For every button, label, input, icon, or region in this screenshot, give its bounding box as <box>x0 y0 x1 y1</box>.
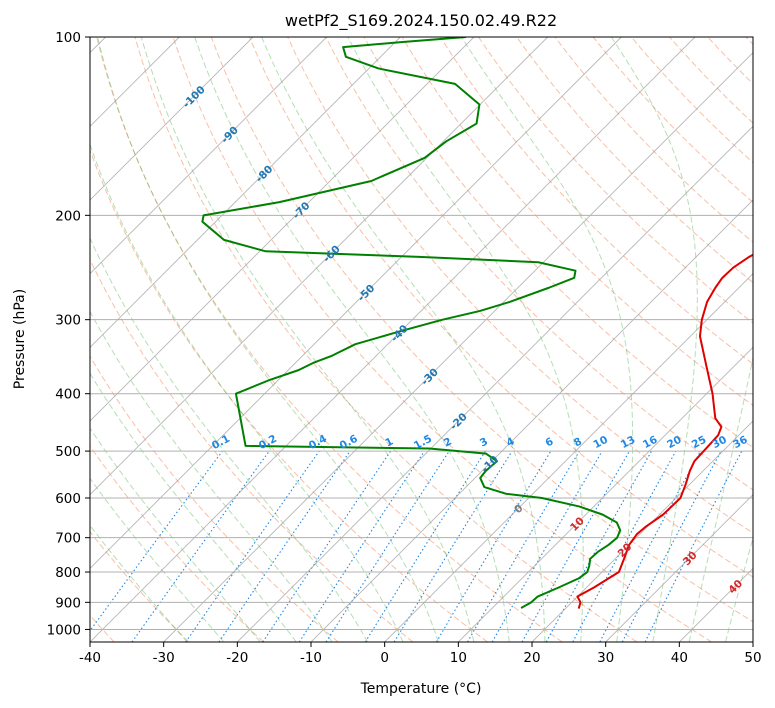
y-tick-label: 700 <box>55 531 81 547</box>
x-tick-label: -40 <box>79 650 101 666</box>
moist-adiabat <box>688 355 753 642</box>
sounding-profiles <box>201 37 753 609</box>
temperature-profile <box>576 253 753 609</box>
dry-adiabat <box>90 258 414 642</box>
isotherm-line <box>458 346 753 642</box>
y-tick-label: 200 <box>55 208 81 224</box>
isotherm-line <box>237 125 753 642</box>
dry-adiabat <box>90 148 488 642</box>
y-tick-label: 400 <box>55 387 81 403</box>
moist-adiabat <box>90 477 225 642</box>
plot-frame <box>89 36 754 643</box>
mixing-ratio-lines <box>90 450 743 642</box>
y-tick-label: 300 <box>55 313 81 329</box>
isotherm-line <box>90 37 475 422</box>
dewpoint-profile <box>201 37 622 609</box>
isotherm-line <box>90 37 548 496</box>
mixing-ratio-line <box>325 450 450 642</box>
isotherm-line <box>90 37 401 348</box>
isotherm-line <box>310 199 753 642</box>
dry-adiabat <box>249 37 753 578</box>
chart-title: wetPf2_S169.2024.150.02.49.R22 <box>285 11 557 31</box>
isotherm-line <box>90 37 254 201</box>
dry-adiabat <box>90 445 264 642</box>
x-tick-label: -10 <box>300 650 322 666</box>
isotherm-line <box>90 37 327 275</box>
moist-adiabat <box>90 143 404 642</box>
dry-adiabat <box>210 37 753 623</box>
mixing-ratio-line <box>218 450 351 642</box>
isotherms <box>90 37 753 642</box>
x-tick-label: -30 <box>153 650 175 666</box>
y-tick-label: 500 <box>55 444 81 460</box>
mixing-ratio-line <box>185 450 320 642</box>
x-tick-label: 30 <box>597 650 614 666</box>
mixing-ratio-line <box>521 450 630 642</box>
y-axis-label: Pressure (hPa) <box>12 289 28 389</box>
x-tick-label: 0 <box>380 650 389 666</box>
moist-adiabat <box>347 37 584 642</box>
isotherm-line <box>605 494 753 642</box>
isotherm-line <box>163 52 753 642</box>
isotherm-line <box>90 37 696 642</box>
x-tick-label: 50 <box>744 650 761 666</box>
y-tick-label: 100 <box>55 30 81 46</box>
mixing-ratio-line <box>572 450 677 642</box>
isotherm-line <box>384 273 753 642</box>
x-axis-label: Temperature (°C) <box>360 681 482 697</box>
mixing-ratio-line <box>131 450 270 642</box>
x-tick-label: 40 <box>671 650 688 666</box>
moist-adiabat <box>90 236 369 642</box>
dry-adiabat <box>401 37 753 406</box>
dry-adiabats <box>90 37 753 642</box>
y-tick-label: 600 <box>55 491 81 507</box>
axes: -40 -30 -20 -10 0 10 20 30 40 50 100 200 300 400 500 60… <box>47 30 762 666</box>
mixing-ratio-line <box>393 450 513 642</box>
x-tick-label: -20 <box>226 650 248 666</box>
mixing-ratio-line <box>262 450 392 642</box>
pressure-gridlines <box>90 37 753 630</box>
x-tick-label: 10 <box>450 650 467 666</box>
dry-adiabat <box>325 37 753 491</box>
mixing-ratio-line <box>298 450 425 642</box>
moist-adiabat <box>140 37 475 642</box>
moist-adiabat <box>90 372 297 642</box>
mixing-ratio-line <box>90 450 223 632</box>
x-tick-label: 20 <box>523 650 540 666</box>
mixing-ratio-line <box>545 450 653 642</box>
dry-adiabat <box>134 37 638 642</box>
dry-adiabat <box>90 531 190 642</box>
dry-adiabat <box>516 37 753 284</box>
isotherm-line <box>90 37 622 569</box>
dry-adiabat <box>439 37 753 365</box>
moist-adiabat <box>261 37 546 642</box>
mixing-ratio-line <box>644 450 743 642</box>
y-tick-label: 900 <box>55 595 81 611</box>
moist-adiabat <box>90 427 261 642</box>
y-tick-label: 1000 <box>47 622 81 638</box>
moist-adiabat <box>97 37 439 642</box>
y-tick-label: 800 <box>55 565 81 581</box>
moist-adiabat <box>610 37 698 642</box>
moist-adiabat <box>90 524 188 642</box>
dry-adiabat <box>96 37 563 642</box>
dry-adiabat <box>90 355 339 642</box>
